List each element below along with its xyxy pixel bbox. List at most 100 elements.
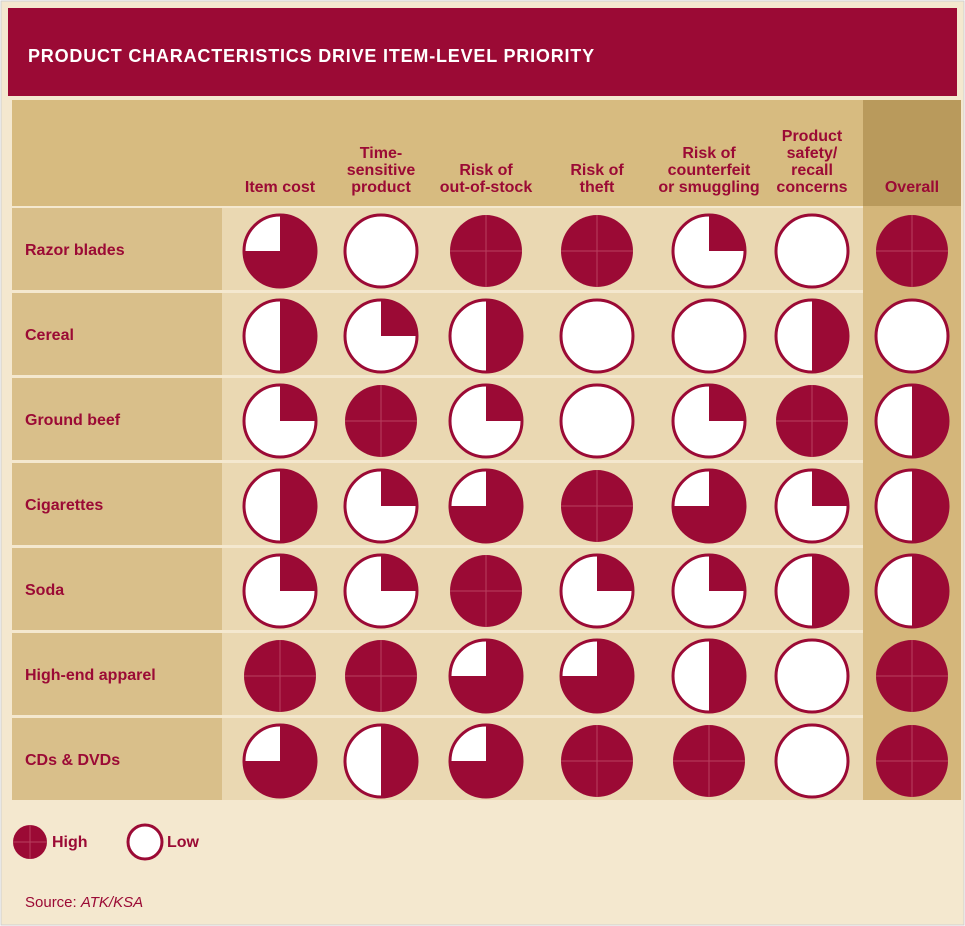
- value-cells: [222, 208, 863, 290]
- row-label: Razor blades: [25, 242, 125, 259]
- harvey-ball: [559, 638, 635, 714]
- harvey-ball: [561, 725, 633, 797]
- harvey-ball: [343, 213, 419, 289]
- ball-wedge: [381, 555, 417, 591]
- harvey-ball: [343, 723, 419, 799]
- value-cells: [222, 293, 863, 375]
- column-header: counterfeit: [668, 162, 751, 179]
- ball-wedge: [812, 470, 848, 506]
- harvey-ball: [874, 298, 950, 374]
- ball-wedge: [381, 725, 417, 797]
- title-bar: [8, 8, 957, 96]
- label-cell: [12, 718, 222, 800]
- harvey-ball: [242, 213, 318, 289]
- value-cells: [222, 633, 863, 715]
- column-header: safety/: [787, 145, 838, 162]
- ball-outline: [559, 383, 635, 459]
- label-cell: [12, 463, 222, 545]
- ball-outline: [774, 638, 850, 714]
- ball-wedge: [450, 725, 522, 797]
- ball-wedge: [280, 385, 316, 421]
- ball-outline: [559, 298, 635, 374]
- column-header: Risk of: [570, 162, 624, 179]
- header-row: [12, 100, 863, 206]
- label-cell: [12, 378, 222, 460]
- harvey-ball: [561, 470, 633, 542]
- ball-wedge: [709, 215, 745, 251]
- ball-wedge: [709, 640, 745, 712]
- row-label: Soda: [25, 582, 64, 599]
- ball-wedge: [812, 555, 848, 627]
- ball-outline: [126, 823, 164, 861]
- ball-wedge: [244, 725, 316, 797]
- harvey-ball: [242, 553, 318, 629]
- harvey-ball: [343, 468, 419, 544]
- harvey-ball: [671, 383, 747, 459]
- harvey-ball: [450, 555, 522, 627]
- ball-wedge: [381, 470, 417, 506]
- column-header: recall: [791, 162, 833, 179]
- source-name: ATK/KSA: [80, 894, 143, 911]
- row-label: Cereal: [25, 327, 74, 344]
- overall-header: [863, 100, 961, 206]
- harvey-ball: [559, 553, 635, 629]
- ball-wedge: [673, 470, 745, 542]
- column-header: Risk of: [459, 162, 513, 179]
- source: Source: ATK/KSA: [25, 894, 143, 911]
- harvey-ball: [345, 640, 417, 712]
- harvey-ball: [776, 385, 848, 457]
- harvey-ball: [774, 468, 850, 544]
- column-header: out-of-stock: [440, 179, 533, 196]
- harvey-ball: [673, 725, 745, 797]
- harvey-ball: [671, 468, 747, 544]
- harvey-ball: [343, 553, 419, 629]
- harvey-ball: [774, 723, 850, 799]
- ball-wedge: [244, 215, 316, 287]
- legend-label: High: [52, 834, 88, 851]
- harvey-ball: [874, 468, 950, 544]
- column-header: Product: [782, 128, 843, 145]
- source-prefix: Source:: [25, 894, 77, 911]
- row-label: Ground beef: [25, 412, 121, 429]
- column-header: theft: [580, 179, 615, 196]
- label-cell: [12, 548, 222, 630]
- ball-wedge: [280, 470, 316, 542]
- harvey-ball: [671, 213, 747, 289]
- ball-outline: [774, 723, 850, 799]
- harvey-ball: [559, 383, 635, 459]
- label-cell: [12, 293, 222, 375]
- harvey-ball: [244, 640, 316, 712]
- column-header: product: [351, 179, 411, 196]
- ball-outline: [874, 298, 950, 374]
- column-header: concerns: [776, 179, 847, 196]
- ball-wedge: [450, 640, 522, 712]
- ball-wedge: [450, 470, 522, 542]
- ball-wedge: [912, 470, 948, 542]
- value-cells: [222, 718, 863, 800]
- harvey-ball: [559, 298, 635, 374]
- harvey-ball: [774, 213, 850, 289]
- column-header: Item cost: [245, 179, 316, 196]
- ball-wedge: [486, 385, 522, 421]
- legend-label: Low: [167, 834, 200, 851]
- harvey-ball: [450, 215, 522, 287]
- harvey-ball: [874, 383, 950, 459]
- ball-outline: [671, 298, 747, 374]
- ball-wedge: [280, 555, 316, 591]
- harvey-ball: [345, 385, 417, 457]
- harvey-ball: [448, 723, 524, 799]
- harvey-ball: [448, 383, 524, 459]
- ball-wedge: [709, 555, 745, 591]
- harvey-ball: [876, 215, 948, 287]
- column-header: Time-: [360, 145, 402, 162]
- column-header: Overall: [885, 179, 939, 196]
- harvey-ball: [13, 825, 47, 859]
- ball-wedge: [812, 300, 848, 372]
- harvey-ball: [874, 553, 950, 629]
- ball-wedge: [709, 385, 745, 421]
- label-cell: [12, 633, 222, 715]
- ball-wedge: [912, 555, 948, 627]
- value-cells: [222, 378, 863, 460]
- harvey-ball: [671, 553, 747, 629]
